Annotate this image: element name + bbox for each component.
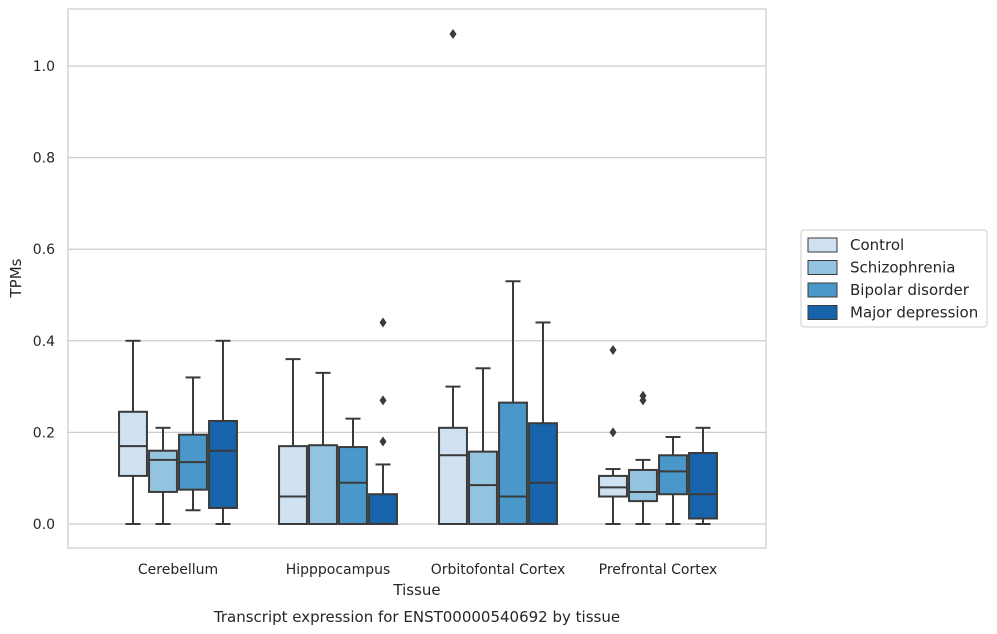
box-schizophrenia — [308, 371, 338, 525]
iqr-box — [528, 422, 558, 525]
x-axis-label: Tissue — [392, 581, 440, 599]
y-axis-label: TPMs — [7, 258, 25, 298]
legend: Control Schizophrenia Bipolar disorder Majo… — [800, 229, 988, 328]
y-tick-label: 0.0 — [33, 517, 55, 533]
iqr-box — [118, 410, 148, 477]
box-control — [438, 28, 468, 526]
iqr-box — [278, 445, 308, 526]
iqr-box — [438, 426, 468, 526]
y-tick-label: 1.0 — [33, 59, 55, 75]
box-bipolar-disorder — [338, 417, 368, 525]
chart-caption: Transcript expression for ENST0000054069… — [213, 608, 620, 626]
outlier-point — [609, 427, 617, 438]
iqr-box — [658, 454, 688, 496]
legend-label: Schizophrenia — [850, 259, 955, 277]
box-major-depression — [688, 426, 718, 525]
outlier-point — [379, 436, 387, 447]
iqr-box — [628, 468, 658, 503]
box-bipolar-disorder — [498, 280, 528, 526]
outlier-point — [609, 344, 617, 355]
legend-label: Bipolar disorder — [850, 281, 970, 299]
legend-swatch — [807, 237, 838, 253]
plot-frame — [67, 8, 767, 549]
outlier-point — [639, 390, 647, 401]
legend-swatch — [807, 260, 838, 275]
y-tick-label: 0.6 — [33, 242, 55, 258]
grid-lines — [68, 65, 766, 525]
x-tick-label: Orbitofontal Cortex — [431, 562, 566, 578]
y-tick-label: 0.2 — [33, 425, 55, 441]
outlier-point — [379, 395, 387, 406]
iqr-box — [368, 493, 398, 526]
iqr-box — [598, 474, 628, 498]
x-tick-label: Hipppocampus — [286, 562, 391, 578]
box-schizophrenia — [468, 367, 498, 525]
box-bipolar-disorder — [658, 435, 688, 525]
x-tick-label: Prefrontal Cortex — [599, 562, 718, 578]
box-major-depression — [528, 321, 558, 525]
iqr-box — [468, 450, 498, 525]
box-major-depression — [208, 339, 238, 525]
y-tick-label: 0.8 — [33, 151, 55, 167]
box-series — [118, 28, 718, 526]
x-tick-labels: Cerebellum Hipppocampus Orbitofontal Corte… — [138, 562, 717, 578]
iqr-box — [148, 449, 178, 493]
iqr-box — [688, 452, 718, 520]
outlier-point — [449, 28, 457, 39]
y-tick-label: 0.4 — [33, 334, 55, 350]
legend-swatch — [807, 305, 838, 320]
legend-frame — [800, 229, 988, 328]
y-tick-labels: 0.0 0.2 0.4 0.6 0.8 1.0 — [33, 59, 55, 533]
box-major-depression — [368, 317, 398, 526]
iqr-box — [308, 444, 338, 525]
iqr-box — [498, 401, 528, 526]
legend-label: Major depression — [850, 304, 978, 322]
iqr-box — [208, 419, 238, 509]
box-control — [278, 358, 308, 526]
legend-swatch — [807, 282, 838, 298]
box-bipolar-disorder — [178, 376, 208, 512]
outlier-point — [379, 317, 387, 328]
box-control — [598, 344, 628, 525]
legend-label: Control — [850, 236, 904, 254]
x-tick-label: Cerebellum — [138, 562, 218, 578]
box-schizophrenia — [148, 426, 178, 525]
iqr-box — [338, 446, 368, 525]
box-control — [118, 339, 148, 525]
box-schizophrenia — [628, 390, 658, 525]
